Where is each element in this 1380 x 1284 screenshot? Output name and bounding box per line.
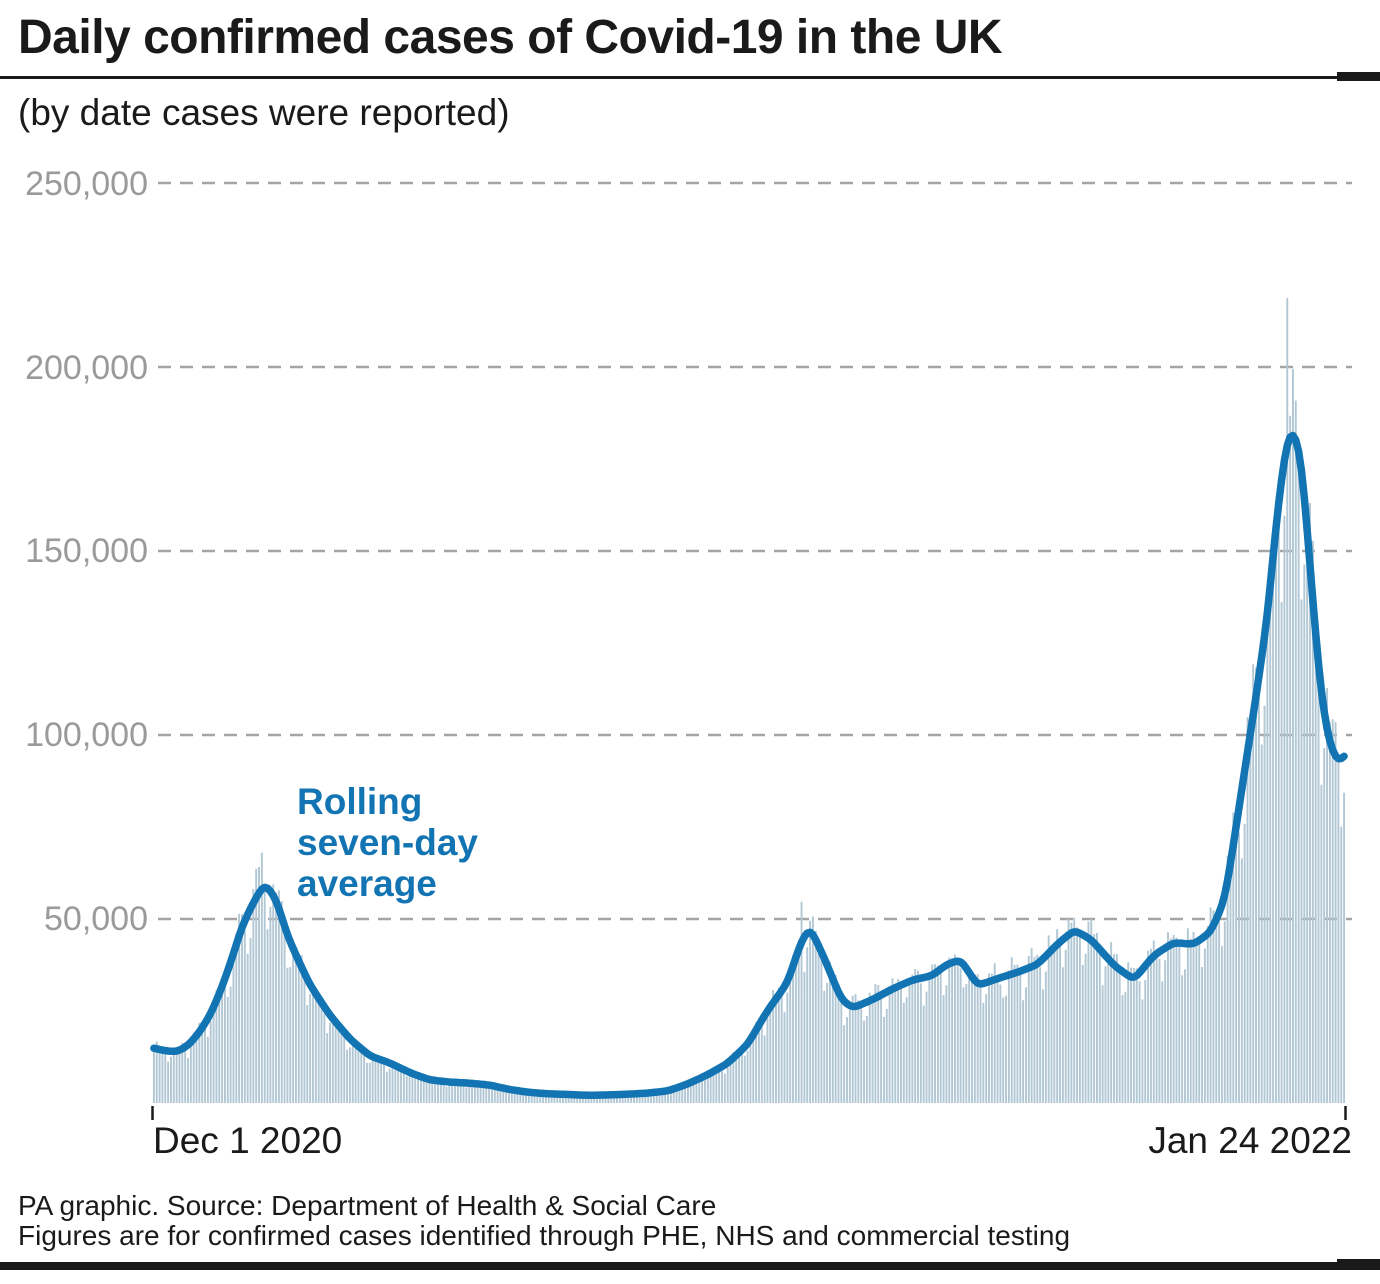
x-axis-start-label: Dec 1 2020	[153, 1120, 343, 1161]
annotation-line: Rolling	[297, 781, 423, 822]
x-axis-end-label: Jan 24 2022	[1148, 1120, 1352, 1161]
page-title: Daily confirmed cases of Covid-19 in the…	[18, 11, 1003, 64]
rolling-average-line	[150, 431, 1348, 1099]
y-axis-label: 50,000	[44, 900, 148, 938]
title-divider-end	[1337, 72, 1380, 81]
footnote: Figures are for confirmed cases identifi…	[18, 1220, 1071, 1251]
y-axis-label: 150,000	[25, 532, 148, 570]
bottom-divider	[0, 1262, 1380, 1270]
page-subtitle: (by date cases were reported)	[18, 92, 510, 133]
daily-cases-bars	[152, 298, 1346, 1103]
axis-ticks	[151, 1106, 1347, 1120]
annotation-line: seven-day	[297, 822, 478, 863]
bottom-divider-end	[1337, 1259, 1380, 1270]
source-credit: PA graphic. Source: Department of Health…	[18, 1190, 717, 1221]
rolling-average-annotation: Rolling seven-day average	[297, 781, 478, 904]
gridlines	[158, 181, 1352, 921]
title-divider	[0, 76, 1380, 79]
y-axis-label: 100,000	[25, 716, 148, 754]
y-axis-label: 250,000	[25, 165, 148, 203]
annotation-line: average	[297, 863, 437, 904]
y-axis-label: 200,000	[25, 349, 148, 387]
